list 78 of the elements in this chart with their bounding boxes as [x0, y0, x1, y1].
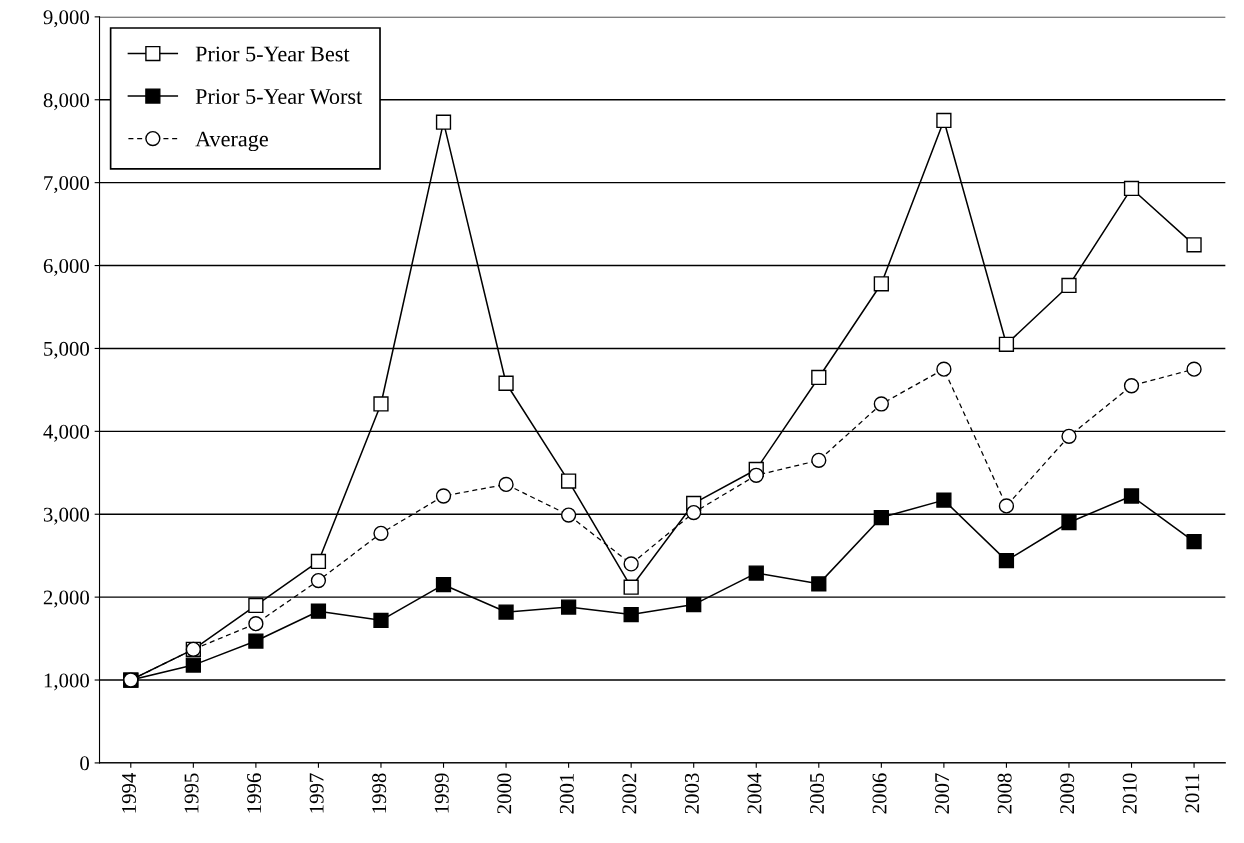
point: [748, 565, 764, 581]
x-tick-label: 2008: [997, 773, 1012, 814]
point: [873, 509, 889, 526]
x-tick-label: 1999: [434, 773, 449, 813]
x-tick-label: 2005: [809, 773, 825, 814]
point: [1186, 361, 1202, 377]
point: [373, 612, 389, 628]
point: [498, 604, 514, 620]
point: [623, 556, 639, 572]
point: [1123, 378, 1140, 394]
point: [811, 452, 827, 468]
point: [623, 579, 639, 595]
point: [248, 597, 264, 614]
x-tick-label: 2009: [1060, 773, 1075, 814]
y-tick-label: 2,000: [43, 590, 89, 608]
point: [560, 473, 577, 489]
point: [435, 488, 452, 504]
point: [998, 336, 1015, 352]
point: [435, 114, 452, 130]
point: [998, 553, 1015, 569]
point: [498, 375, 514, 391]
x-tick-label: 2011: [1185, 773, 1200, 813]
y-tick-label: 1,000: [44, 673, 89, 691]
point: [811, 576, 827, 592]
y-tick-label: 3,000: [43, 507, 89, 525]
point: [748, 467, 764, 483]
x-tick-label: 1997: [309, 773, 324, 813]
point: [1186, 533, 1202, 550]
point: [873, 276, 889, 292]
y-tick-label: 4,000: [43, 424, 89, 442]
x-tick-label: 2004: [747, 772, 762, 814]
point: [811, 369, 827, 386]
point: [1061, 277, 1077, 294]
x-tick-label: 1994: [122, 772, 137, 813]
y-tick-label: 0: [80, 756, 89, 771]
point: [373, 396, 389, 412]
point: [936, 112, 952, 129]
point: [248, 633, 264, 649]
point: [498, 476, 514, 493]
point: [998, 498, 1015, 514]
point: [185, 657, 201, 673]
point: [1186, 237, 1202, 253]
x-tick-label: 2007: [935, 773, 950, 814]
point: [310, 572, 327, 589]
legend-label: Prior 5-Year Best: [195, 46, 350, 62]
x-tick-label: 2001: [559, 773, 574, 814]
y-tick-label: 7,000: [44, 176, 89, 194]
x-tick-label: 1995: [184, 773, 199, 813]
point: [310, 603, 327, 619]
point: [936, 361, 952, 377]
x-tick-label: 2002: [622, 773, 637, 814]
point: [1123, 180, 1140, 197]
point: [248, 616, 264, 632]
legend-label: Prior 5-Year Worst: [195, 89, 363, 105]
point: [560, 507, 577, 523]
y-tick-label: 5,000: [44, 341, 89, 359]
point: [1123, 488, 1140, 504]
point: [373, 525, 389, 541]
y-tick-label: 9,000: [43, 10, 89, 28]
y-tick-label: 8,000: [43, 93, 89, 111]
point: [310, 553, 327, 570]
point: [560, 599, 577, 615]
point: [936, 492, 952, 508]
x-tick-label: 2006: [872, 773, 887, 814]
point: [435, 577, 452, 593]
legend-label: Average: [195, 131, 268, 152]
point: [623, 606, 639, 623]
point: [686, 504, 702, 521]
point: [1061, 514, 1077, 531]
x-tick-label: 1996: [247, 773, 262, 813]
point: [686, 596, 702, 613]
y-tick-label: 6,000: [43, 258, 89, 276]
point: [1061, 428, 1077, 444]
x-tick-label: 2010: [1122, 773, 1137, 814]
x-tick-label: 1998: [372, 773, 387, 813]
x-tick-label: 2000: [497, 773, 512, 814]
point: [873, 396, 889, 412]
x-tick-label: 2003: [684, 773, 699, 814]
